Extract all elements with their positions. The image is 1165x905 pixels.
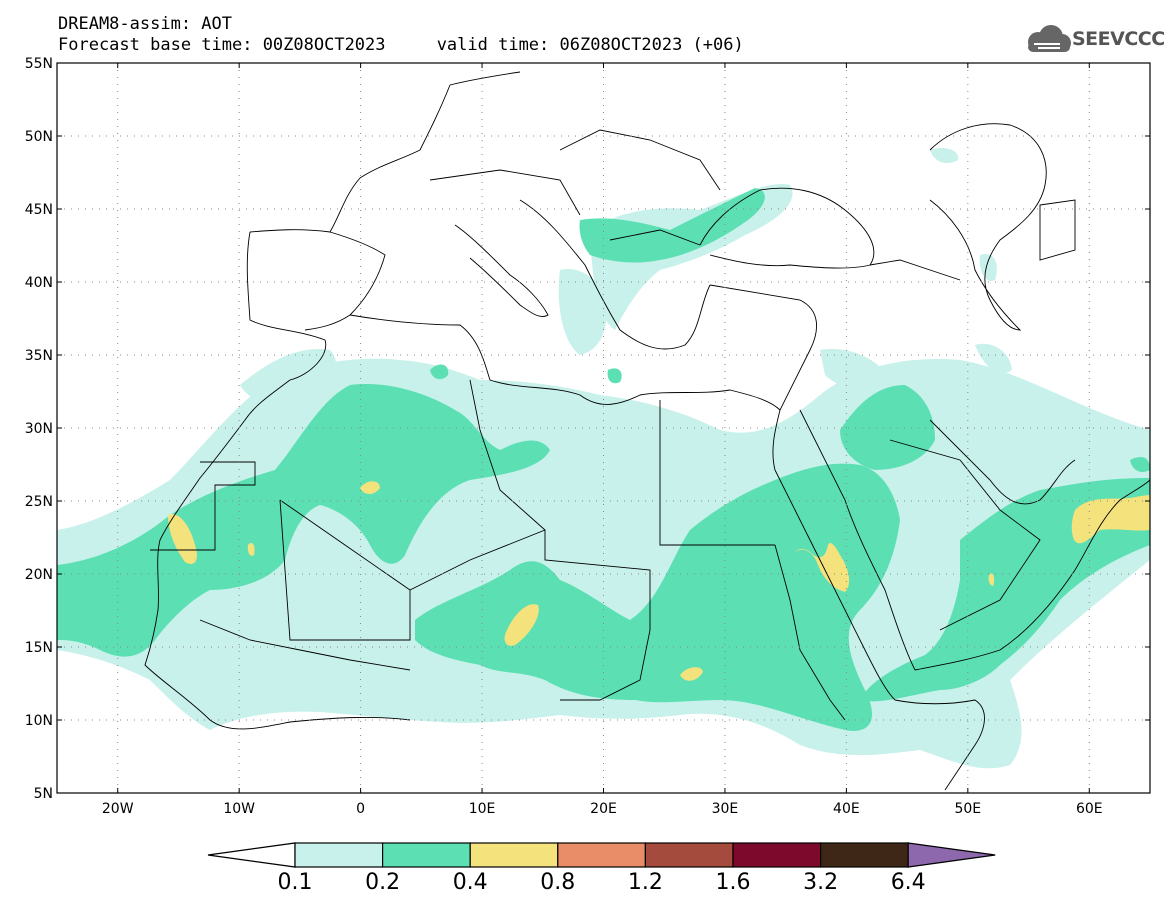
aot-field bbox=[57, 148, 1150, 769]
cloud-icon bbox=[1028, 25, 1071, 52]
lat-tick-label: 50N bbox=[25, 129, 53, 145]
lat-tick-label: 55N bbox=[25, 56, 53, 72]
lon-tick-label: 30E bbox=[712, 801, 739, 817]
lon-tick-label: 0 bbox=[356, 801, 365, 817]
lat-tick-label: 40N bbox=[25, 275, 53, 291]
lat-tick-label: 10N bbox=[25, 713, 53, 729]
colorbar-swatch bbox=[819, 842, 909, 868]
lon-tick-label: 40E bbox=[833, 801, 860, 817]
colorbar-swatch bbox=[382, 842, 471, 868]
colorbar-label: 0.2 bbox=[365, 870, 400, 895]
colorbar-swatch bbox=[557, 842, 646, 868]
lon-tick-label: 10E bbox=[469, 801, 496, 817]
colorbar-swatch bbox=[732, 842, 822, 868]
colorbar-label: 1.6 bbox=[716, 870, 751, 895]
latitude-labels: 55N 50N 45N 40N 35N 30N 25N 20N 15N 10N 5N bbox=[25, 56, 53, 802]
colorbar-label: 0.1 bbox=[278, 870, 313, 895]
colorbar-swatch bbox=[294, 842, 384, 868]
seevccc-logo: SEEVCCC bbox=[1072, 28, 1165, 50]
colorbar-label: 0.8 bbox=[540, 870, 575, 895]
colorbar-label: 0.4 bbox=[453, 870, 488, 895]
lat-tick-label: 45N bbox=[25, 202, 53, 218]
lat-tick-label: 20N bbox=[25, 567, 53, 583]
longitude-labels: 20W 10W 0 10E 20E 30E 40E 50E 60E bbox=[102, 801, 1103, 817]
lat-tick-label: 35N bbox=[25, 348, 53, 364]
map-subtitle-times: Forecast base time: 00Z08OCT2023 valid t… bbox=[58, 35, 744, 55]
graticule bbox=[57, 63, 1150, 793]
lon-tick-label: 20W bbox=[102, 801, 134, 817]
lat-tick-label: 5N bbox=[34, 786, 53, 802]
colorbar-over-arrow bbox=[907, 842, 996, 868]
axis-ticks bbox=[57, 62, 1150, 794]
colorbar-label: 3.2 bbox=[803, 870, 838, 895]
colorbar-label: 6.4 bbox=[891, 870, 926, 895]
colorbar-swatch bbox=[644, 842, 734, 868]
lon-tick-label: 50E bbox=[954, 801, 981, 817]
colorbar: 0.1 0.2 0.4 0.8 1.2 1.6 3.2 6.4 bbox=[207, 842, 996, 895]
lat-tick-label: 30N bbox=[25, 421, 53, 437]
lat-tick-label: 25N bbox=[25, 494, 53, 510]
lon-tick-label: 20E bbox=[590, 801, 617, 817]
map-title: DREAM8-assim: AOT bbox=[58, 14, 232, 34]
lon-tick-label: 10W bbox=[223, 801, 255, 817]
coastlines bbox=[144, 71, 1150, 791]
colorbar-label: 1.2 bbox=[628, 870, 663, 895]
lon-tick-label: 60E bbox=[1076, 801, 1103, 817]
colorbar-swatch bbox=[469, 842, 559, 868]
lat-tick-label: 15N bbox=[25, 640, 53, 656]
colorbar-under-arrow bbox=[207, 842, 296, 868]
